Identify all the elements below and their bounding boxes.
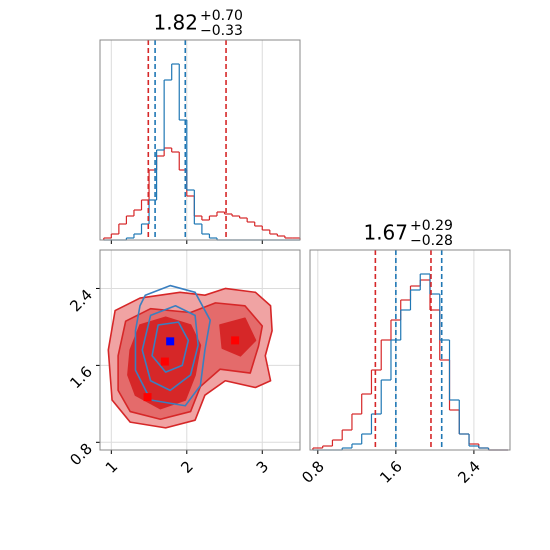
- marker: [231, 336, 240, 345]
- title-minus: −0.28: [410, 233, 453, 249]
- panel-frame: [309, 249, 511, 451]
- contour: [134, 284, 211, 407]
- x-tick-label: 3: [253, 457, 272, 476]
- y-tick-label: 0.8: [66, 440, 96, 470]
- marker: [160, 357, 169, 366]
- y-tick-label: 1.6: [66, 363, 96, 393]
- y-tick-label: 2.4: [66, 286, 96, 316]
- marker: [143, 393, 152, 402]
- title-plus: +0.29: [410, 218, 453, 234]
- contour: [141, 304, 199, 392]
- title-value: 1.67: [363, 221, 408, 245]
- x-tick-label: 1.6: [376, 457, 406, 487]
- panel-frame: [99, 249, 301, 451]
- title-plus: +0.70: [200, 8, 243, 24]
- panel-frame: [99, 39, 301, 241]
- marker: [166, 337, 175, 346]
- x-tick-label: 1: [102, 457, 121, 476]
- contour: [151, 321, 190, 373]
- x-tick-label: 0.8: [298, 457, 328, 487]
- x-tick-label: 2: [177, 457, 196, 476]
- x-tick-label: 2.4: [454, 457, 484, 487]
- title-minus: −0.33: [200, 23, 243, 39]
- title-value: 1.82: [153, 11, 198, 35]
